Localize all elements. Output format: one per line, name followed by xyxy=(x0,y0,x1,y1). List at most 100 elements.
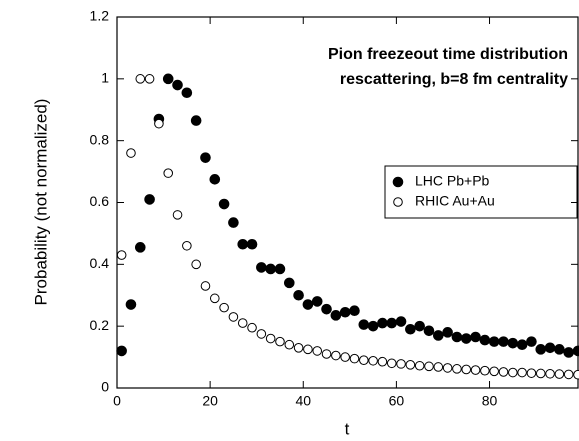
data-point xyxy=(517,367,527,378)
data-point xyxy=(573,369,579,380)
data-point xyxy=(228,312,239,322)
y-tick-label: 1.2 xyxy=(90,8,110,24)
data-point xyxy=(405,323,416,335)
data-point xyxy=(182,240,192,251)
data-point xyxy=(535,344,547,355)
data-point xyxy=(256,262,267,273)
data-point xyxy=(247,322,257,333)
data-point xyxy=(265,263,276,275)
y-tick-label: 1 xyxy=(101,70,109,86)
data-point xyxy=(572,345,579,357)
data-point xyxy=(135,74,146,84)
data-point xyxy=(442,327,453,338)
data-point xyxy=(293,343,304,353)
data-point xyxy=(526,336,537,347)
y-tick-label: 0 xyxy=(101,379,109,395)
data-point xyxy=(303,344,313,355)
y-tick-label: 0.2 xyxy=(90,317,110,333)
data-point xyxy=(228,217,239,228)
data-point xyxy=(312,346,323,356)
data-point xyxy=(563,347,574,358)
data-point xyxy=(331,350,341,361)
data-point xyxy=(507,337,519,349)
y-tick-label: 0.4 xyxy=(90,255,110,271)
x-tick-label: 80 xyxy=(482,393,498,409)
data-point xyxy=(377,317,388,329)
legend-box xyxy=(384,165,578,219)
data-point xyxy=(470,331,481,343)
y-tick-label: 0.6 xyxy=(90,193,110,209)
data-point xyxy=(340,352,350,362)
data-point xyxy=(498,367,509,377)
x-axis-label: t xyxy=(345,419,350,438)
data-point xyxy=(339,306,351,318)
data-point xyxy=(321,303,332,315)
x-tick-label: 60 xyxy=(389,393,405,409)
data-point xyxy=(442,363,453,373)
data-point xyxy=(396,359,406,369)
data-point xyxy=(190,115,202,126)
data-point xyxy=(200,152,211,163)
data-point xyxy=(433,330,444,341)
data-point xyxy=(219,302,229,313)
data-point xyxy=(423,325,435,337)
legend-label: RHIC Au+Au xyxy=(415,193,495,209)
data-point xyxy=(302,299,314,310)
data-point xyxy=(488,336,500,347)
data-point xyxy=(386,358,397,369)
data-point xyxy=(563,369,574,380)
legend-label: LHC Pb+Pb xyxy=(415,173,490,189)
data-point xyxy=(349,353,360,364)
data-point xyxy=(358,319,370,330)
chart-title: rescattering, b=8 fm centrality xyxy=(340,71,568,88)
data-point xyxy=(134,242,146,253)
data-point xyxy=(358,355,369,365)
data-point xyxy=(480,365,490,376)
data-point xyxy=(162,73,174,85)
data-point xyxy=(116,250,127,260)
data-point xyxy=(321,349,332,359)
data-point xyxy=(554,344,565,355)
data-point xyxy=(405,360,416,370)
data-point xyxy=(209,293,220,304)
data-point xyxy=(526,368,537,378)
x-tick-label: 40 xyxy=(295,393,311,409)
data-point xyxy=(451,331,463,343)
data-point xyxy=(154,118,164,129)
data-point xyxy=(377,356,388,367)
data-point xyxy=(516,339,528,351)
data-point xyxy=(424,361,434,372)
data-point xyxy=(172,79,183,91)
data-point xyxy=(246,238,258,250)
data-point xyxy=(191,259,201,270)
x-tick-label: 0 xyxy=(113,393,121,409)
data-point xyxy=(395,316,407,327)
data-point xyxy=(163,168,174,178)
data-point xyxy=(489,366,499,377)
data-point xyxy=(544,342,556,354)
data-point xyxy=(237,238,249,250)
data-point xyxy=(283,277,295,289)
data-point xyxy=(452,364,462,374)
data-point xyxy=(311,296,323,307)
data-point xyxy=(293,289,304,301)
data-point xyxy=(368,355,378,366)
legend-marker xyxy=(392,176,404,188)
data-point xyxy=(470,365,481,375)
data-point xyxy=(126,148,136,158)
data-point xyxy=(181,87,193,99)
data-point xyxy=(144,74,155,84)
data-point xyxy=(265,333,276,344)
data-point xyxy=(508,367,518,378)
data-point xyxy=(367,320,379,332)
data-point xyxy=(274,263,286,275)
data-point xyxy=(200,281,211,291)
data-point xyxy=(144,194,155,205)
data-point xyxy=(535,368,546,379)
data-point xyxy=(460,333,472,344)
data-point xyxy=(209,174,221,185)
data-point xyxy=(479,334,491,346)
data-point xyxy=(218,198,230,210)
data-point xyxy=(545,368,555,379)
